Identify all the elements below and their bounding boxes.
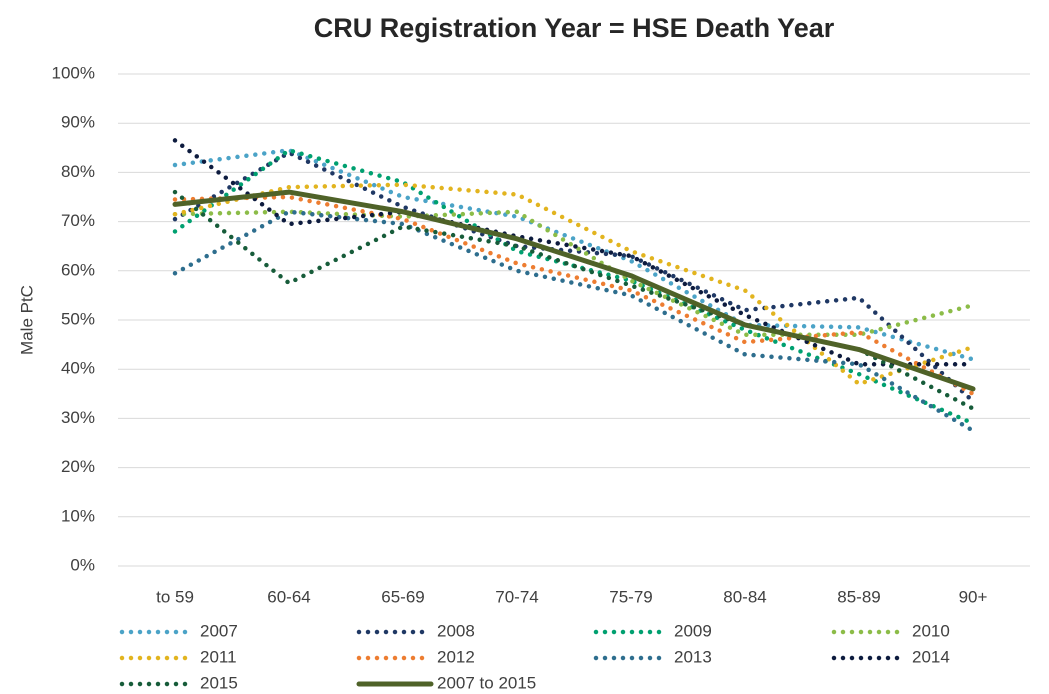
- legend-label: 2012: [437, 647, 475, 666]
- y-tick-label: 90%: [61, 113, 95, 132]
- chart-title: CRU Registration Year = HSE Death Year: [314, 13, 835, 43]
- y-tick-label: 10%: [61, 506, 95, 525]
- y-tick-label: 50%: [61, 309, 95, 328]
- series-line: [172, 189, 976, 392]
- y-tick-label: 100%: [52, 63, 95, 82]
- x-tick-label: 85-89: [837, 587, 880, 606]
- series-line: [172, 138, 976, 367]
- y-tick-label: 60%: [61, 260, 95, 279]
- legend-label: 2013: [674, 647, 712, 666]
- y-tick-label: 20%: [61, 457, 95, 476]
- y-tick-label: 30%: [61, 408, 95, 427]
- series-line: [172, 209, 976, 338]
- legend-label: 2014: [912, 647, 950, 666]
- x-tick-label: 65-69: [381, 587, 424, 606]
- legend-label: 2015: [200, 673, 238, 692]
- series-line: [172, 194, 976, 397]
- legend-label: 2008: [437, 621, 475, 640]
- series-line: [172, 147, 976, 362]
- x-tick-label: 70-74: [495, 587, 538, 606]
- y-axis-label: Male PtC: [17, 285, 36, 355]
- x-tick-label: to 59: [156, 587, 194, 606]
- y-tick-label: 0%: [70, 555, 95, 574]
- x-tick-label: 90+: [959, 587, 988, 606]
- x-tick-label: 60-64: [267, 587, 310, 606]
- x-tick-label: 80-84: [723, 587, 766, 606]
- y-tick-label: 70%: [61, 211, 95, 230]
- legend-label: 2011: [200, 647, 237, 666]
- series-line: [172, 209, 976, 433]
- y-tick-label: 40%: [61, 359, 95, 378]
- legend-label: 2010: [912, 621, 950, 640]
- y-tick-label: 80%: [61, 162, 95, 181]
- series-line: [172, 150, 976, 404]
- legend-label: 2007 to 2015: [437, 673, 536, 692]
- legend-label: 2009: [674, 621, 712, 640]
- legend-label: 2007: [200, 621, 238, 640]
- x-tick-label: 75-79: [609, 587, 652, 606]
- series-line: [172, 182, 976, 387]
